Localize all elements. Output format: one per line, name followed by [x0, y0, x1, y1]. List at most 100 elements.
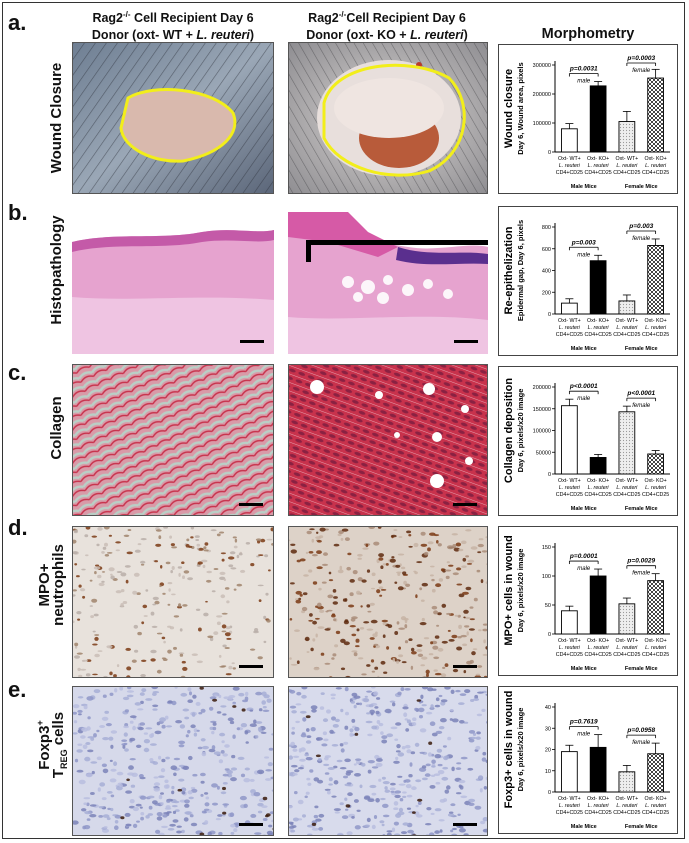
- chart-ylabel-main: Wound closure: [503, 69, 515, 148]
- x-tick-label: L. reuteri: [559, 325, 581, 331]
- chart-re-epithelization: Re-epithelization Epidermal gap, Day 6, p…: [498, 206, 678, 356]
- y-tick-label: 800: [542, 225, 551, 231]
- p-value: p=0.0029: [626, 558, 655, 565]
- p-value: p=0.0003: [626, 55, 655, 62]
- x-tick-label: Oxt- WT+: [558, 478, 581, 484]
- sex-label: female: [632, 571, 651, 577]
- x-tick-label: Oxt- KO+: [645, 638, 667, 644]
- photo-collagen-wt: [72, 364, 274, 516]
- column-header-ko: Rag2-/-Cell Recipient Day 6 Donor (oxt- …: [306, 10, 468, 43]
- row-label-wound-closure: Wound Closure: [48, 62, 65, 174]
- x-tick-label: L. reuteri: [645, 325, 667, 331]
- scale-bar: [453, 503, 477, 506]
- x-tick-label: L. reuteri: [588, 163, 610, 169]
- x-tick-label: Oxt- WT+: [558, 796, 581, 802]
- x-tick-label: L. reuteri: [645, 485, 667, 491]
- x-tick-label: CD4+CD25: [556, 170, 583, 176]
- bar: [589, 575, 607, 635]
- column-header-morphometry: Morphometry: [541, 26, 635, 42]
- sex-label: female: [632, 403, 651, 409]
- bar: [647, 453, 664, 475]
- x-tick-label: CD4+CD25: [613, 492, 640, 498]
- chart-ylabel-sub: Day 6, pixels/x20 image: [516, 549, 525, 633]
- x-tick-label: Oxt- WT+: [558, 156, 581, 162]
- x-tick-label: Oxt- KO+: [645, 478, 667, 484]
- p-value: p=0.0001: [569, 553, 598, 560]
- chart-ylabel-main: Collagen deposition: [503, 378, 515, 483]
- x-tick-label: CD4+CD25: [585, 652, 612, 658]
- sex-label: female: [632, 68, 651, 74]
- y-tick-label: 100: [542, 574, 551, 580]
- chart-ylabel-sub: Day 6, Wound area, pixels: [516, 62, 525, 154]
- x-tick-label: CD4+CD25: [613, 652, 640, 658]
- column-header-wt: Rag2-/- Cell Recipient Day 6 Donor (oxt-…: [91, 10, 255, 43]
- bar: [647, 580, 664, 635]
- photo-mpo-wt: [72, 526, 274, 678]
- bar: [618, 603, 636, 635]
- x-tick-label: L. reuteri: [588, 803, 610, 809]
- bar: [561, 302, 578, 315]
- x-tick-label: Oxt- WT+: [615, 796, 638, 802]
- scale-bar: [239, 503, 263, 506]
- y-tick-label: 100000: [533, 429, 551, 435]
- bar: [561, 128, 578, 153]
- bar: [561, 751, 578, 793]
- x-tick-label: CD4+CD25: [585, 492, 612, 498]
- chart-wound-closure: Wound closure Day 6, Wound area, pixels 0 1…: [498, 44, 678, 194]
- y-tick-label: 200000: [533, 385, 551, 391]
- y-tick-label: 200: [542, 290, 551, 296]
- y-tick-label: 600: [542, 247, 551, 253]
- x-tick-label: Oxt- KO+: [587, 318, 609, 324]
- sex-label: female: [632, 740, 651, 746]
- bar: [618, 300, 636, 315]
- y-tick-label: 150000: [533, 407, 551, 413]
- x-tick-label: Oxt- KO+: [645, 796, 667, 802]
- bar: [647, 77, 664, 153]
- sex-label: male: [577, 79, 591, 85]
- x-tick-label: L. reuteri: [588, 645, 610, 651]
- x-tick-label: L. reuteri: [559, 803, 581, 809]
- row-letter-d: d.: [8, 515, 28, 540]
- y-tick-label: 0: [548, 632, 551, 638]
- chart-ylabel-main: Re-epithelization: [503, 226, 515, 314]
- x-tick-label: L. reuteri: [559, 485, 581, 491]
- row-label-mpo-neutrophils: MPO+ neutrophils: [36, 544, 67, 626]
- x-tick-label: CD4+CD25: [613, 810, 640, 816]
- y-tick-label: 50000: [536, 450, 551, 456]
- scale-bar: [240, 340, 264, 343]
- x-tick-label: CD4+CD25: [613, 170, 640, 176]
- chart-collagen-deposition: Collagen deposition Day 6, pixels/x20 ima…: [498, 366, 678, 516]
- x-tick-label: L. reuteri: [559, 163, 581, 169]
- photo-wound-wt: [72, 42, 274, 194]
- x-tick-label: Oxt- KO+: [587, 478, 609, 484]
- scale-bar: [239, 665, 263, 668]
- group-label: Male Mice: [571, 346, 597, 352]
- x-tick-label: L. reuteri: [616, 325, 638, 331]
- bar: [618, 771, 636, 793]
- y-tick-label: 10: [545, 769, 551, 775]
- x-tick-label: CD4+CD25: [642, 170, 669, 176]
- x-tick-label: Oxt- WT+: [558, 318, 581, 324]
- sex-label: male: [577, 732, 591, 738]
- y-tick-label: 200000: [533, 92, 551, 98]
- photo-foxp3-ko: [288, 686, 488, 836]
- x-tick-label: Oxt- KO+: [587, 638, 609, 644]
- group-label: Male Mice: [571, 506, 597, 512]
- group-label: Female Mice: [625, 506, 658, 512]
- x-tick-label: Oxt- KO+: [587, 156, 609, 162]
- p-value: p<0.0001: [569, 383, 598, 390]
- row-label-foxp3-treg: Foxp3+ TREG cells: [35, 711, 69, 779]
- photo-histology-ko: [288, 202, 488, 354]
- x-tick-label: L. reuteri: [645, 163, 667, 169]
- x-tick-label: L. reuteri: [616, 645, 638, 651]
- row-letter-b: b.: [8, 200, 28, 225]
- y-tick-label: 40: [545, 705, 551, 711]
- chart-ylabel-sub: Epidermal gap, Day 6, pixels: [516, 220, 525, 321]
- y-tick-label: 20: [545, 748, 551, 754]
- row-letter-c: c.: [8, 360, 27, 385]
- photo-collagen-ko: [288, 364, 488, 516]
- x-tick-label: L. reuteri: [588, 325, 610, 331]
- scale-bar: [453, 823, 477, 826]
- bar: [589, 260, 607, 315]
- row-letter-e: e.: [8, 677, 27, 702]
